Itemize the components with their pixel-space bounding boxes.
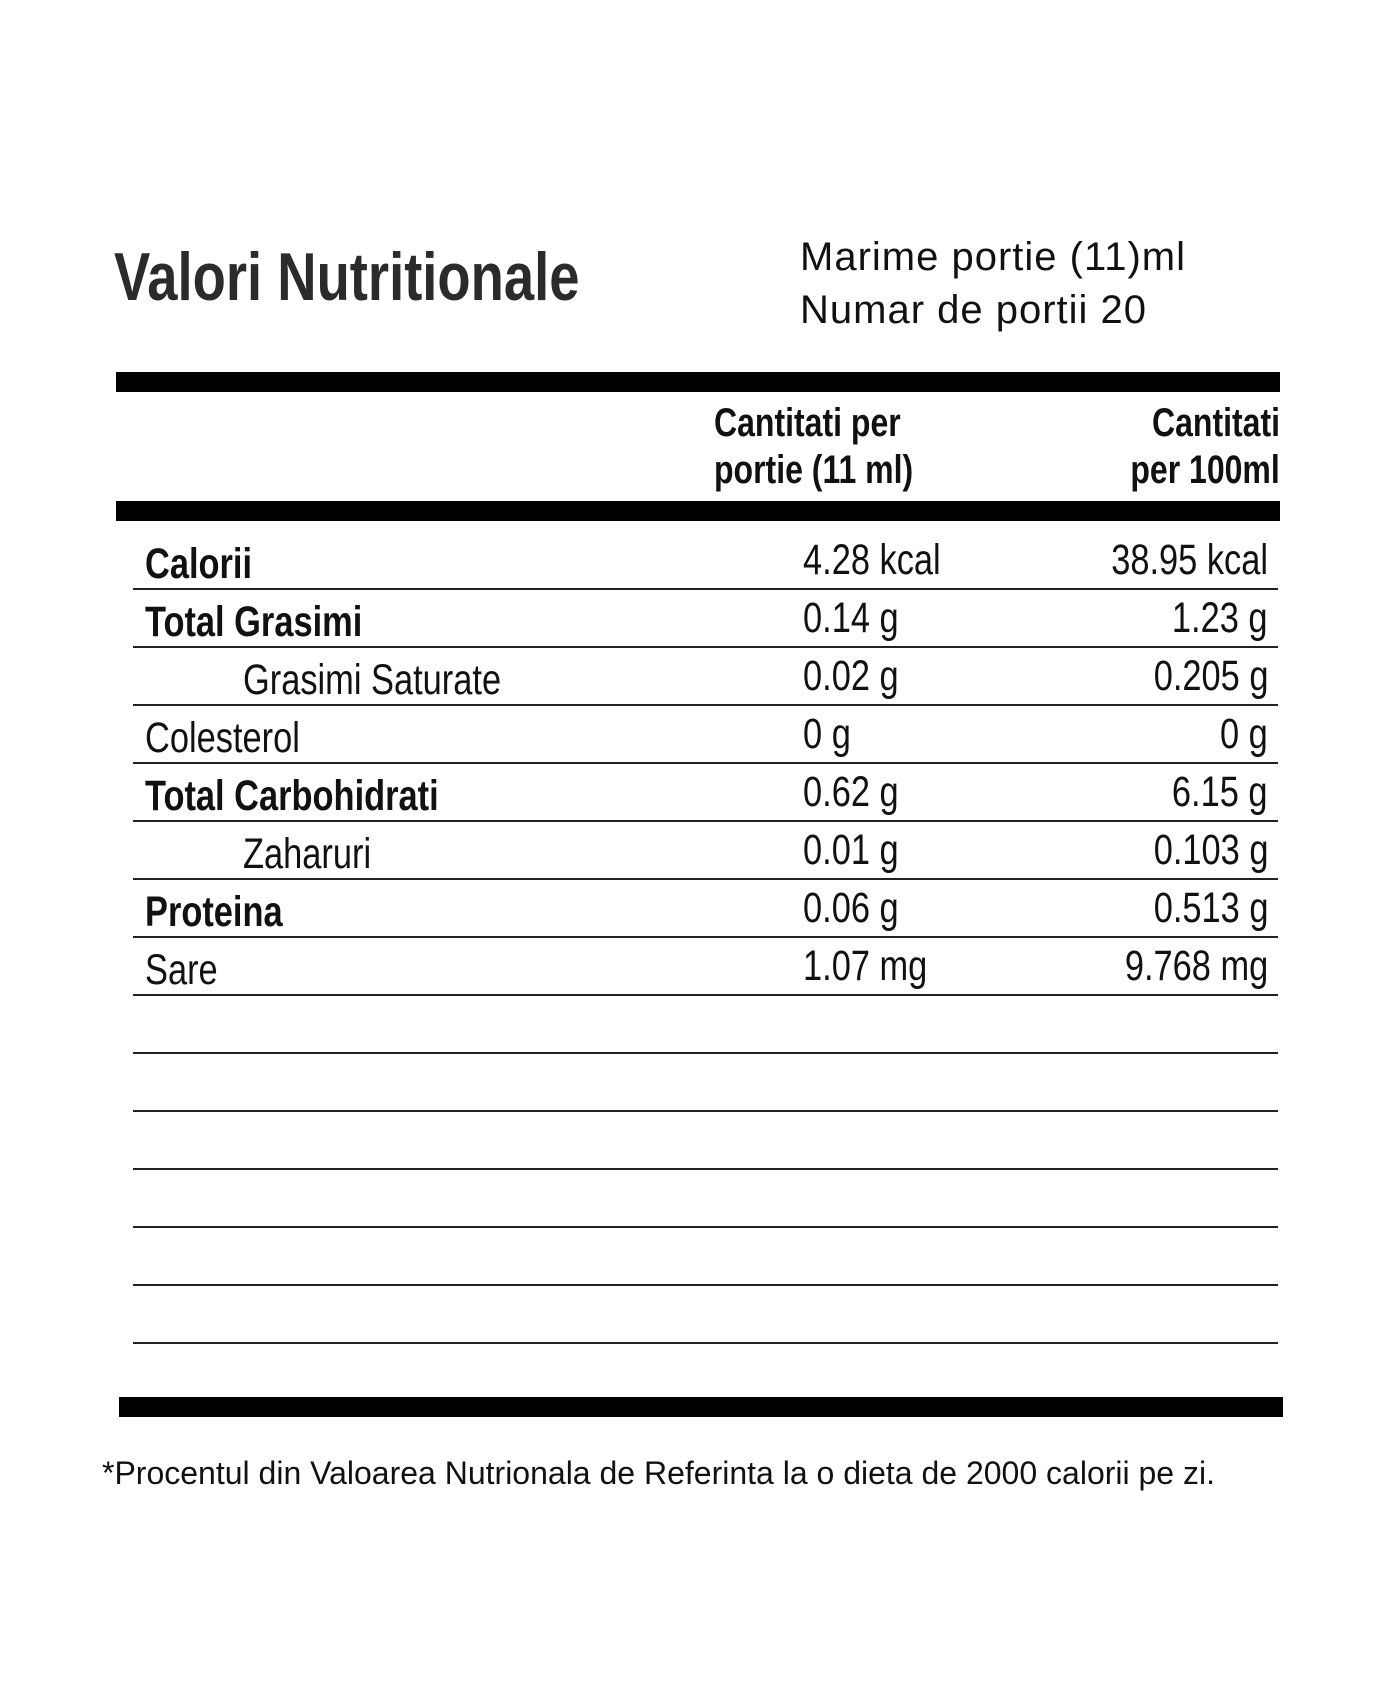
nutrient-row: Total Carbohidrati 0.62 g 6.15 g bbox=[133, 762, 1278, 822]
per-100-value: 0.205 g bbox=[1153, 652, 1268, 700]
empty-row bbox=[133, 1168, 1278, 1228]
empty-row bbox=[133, 1284, 1278, 1344]
header-line: portie (11 ml) bbox=[714, 448, 914, 492]
nutrient-row: Sare 1.07 mg 9.768 mg bbox=[133, 936, 1278, 996]
per-portion-value: 0.01 g bbox=[803, 826, 899, 874]
header-line: Cantitati bbox=[1152, 401, 1280, 445]
nutrient-row: Proteina 0.06 g 0.513 g bbox=[133, 878, 1278, 938]
footnote: *Procentul din Valoarea Nutrionala de Re… bbox=[102, 1455, 1215, 1491]
per-100-value: 6.15 g bbox=[1172, 768, 1268, 816]
nutrient-label: Grasimi Saturate bbox=[243, 656, 502, 704]
bottom-divider bbox=[119, 1397, 1283, 1417]
empty-row bbox=[133, 1110, 1278, 1170]
nutrient-row: Zaharuri 0.01 g 0.103 g bbox=[133, 820, 1278, 880]
nutrient-row: Total Grasimi 0.14 g 1.23 g bbox=[133, 588, 1278, 648]
per-portion-value: 0.14 g bbox=[803, 594, 899, 642]
per-portion-value: 0.62 g bbox=[803, 768, 899, 816]
top-divider bbox=[116, 372, 1280, 392]
per-100-value: 0.103 g bbox=[1153, 826, 1268, 874]
nutrient-label: Colesterol bbox=[145, 714, 300, 762]
empty-row bbox=[133, 994, 1278, 1054]
per-100-value: 9.768 mg bbox=[1124, 942, 1268, 990]
nutrient-label: Sare bbox=[145, 946, 218, 994]
per-100-value: 0.513 g bbox=[1153, 884, 1268, 932]
nutrient-row: Calorii 4.28 kcal 38.95 kcal bbox=[133, 530, 1278, 590]
per-portion-value: 0 g bbox=[803, 710, 851, 758]
header-line: Cantitati per bbox=[714, 401, 901, 445]
nutrient-row: Colesterol 0 g 0 g bbox=[133, 704, 1278, 764]
page-title: Valori Nutritionale bbox=[114, 239, 580, 315]
nutrient-label: Proteina bbox=[145, 888, 283, 936]
nutrient-label: Total Grasimi bbox=[145, 598, 363, 646]
per-100-value: 38.95 kcal bbox=[1111, 536, 1268, 584]
empty-row bbox=[133, 1052, 1278, 1112]
empty-row bbox=[133, 1226, 1278, 1286]
per-portion-value: 1.07 mg bbox=[803, 942, 928, 990]
per-portion-value: 0.02 g bbox=[803, 652, 899, 700]
nutrient-row: Grasimi Saturate 0.02 g 0.205 g bbox=[133, 646, 1278, 706]
header-per-portion: Cantitati per portie (11 ml) bbox=[714, 400, 963, 494]
header-line: per 100ml bbox=[1130, 448, 1280, 492]
nutrient-label: Zaharuri bbox=[243, 830, 372, 878]
header-per-100: Cantitati per 100ml bbox=[1093, 400, 1280, 494]
per-portion-value: 0.06 g bbox=[803, 884, 899, 932]
header-divider bbox=[116, 501, 1280, 521]
per-100-value: 1.23 g bbox=[1172, 594, 1268, 642]
per-100-value: 0 g bbox=[1220, 710, 1268, 758]
serving-size: Marime portie (11)ml bbox=[800, 235, 1186, 279]
nutrient-label: Total Carbohidrati bbox=[145, 772, 439, 820]
servings-count: Numar de portii 20 bbox=[800, 288, 1148, 332]
per-portion-value: 4.28 kcal bbox=[803, 536, 941, 584]
nutrient-label: Calorii bbox=[145, 540, 253, 588]
